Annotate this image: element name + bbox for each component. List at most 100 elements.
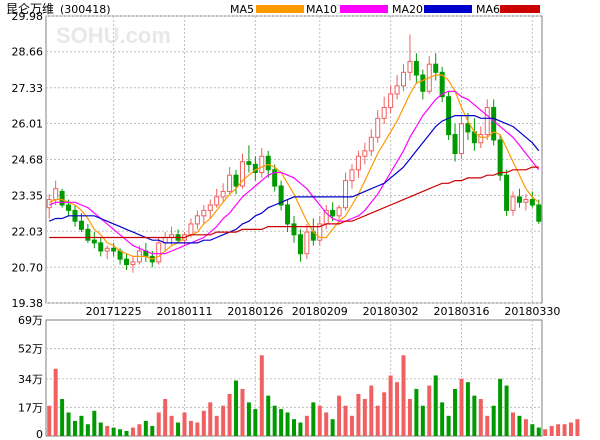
volume-bar-down	[504, 385, 509, 436]
candle-down	[291, 223, 297, 236]
candle-up	[239, 161, 245, 187]
volume-bar-up	[214, 415, 219, 436]
volume-bar-up	[304, 415, 309, 436]
volume-bar-down	[92, 410, 97, 436]
ma20-line	[48, 114, 540, 244]
volume-bar-up	[208, 402, 213, 436]
candle-up	[368, 136, 374, 152]
stock-code: (300418)	[60, 3, 111, 16]
volume-bar-up	[227, 393, 232, 436]
date-tick-label: 20180111	[156, 305, 212, 318]
volume-bar-up	[317, 405, 322, 436]
candle-down	[91, 239, 97, 244]
volume-bar-down	[279, 409, 284, 436]
candle-down	[330, 209, 336, 217]
volume-tick-label: 17万	[18, 401, 43, 414]
candle-up	[343, 180, 349, 209]
volume-bar-down	[150, 425, 155, 436]
volume-bar-up	[53, 368, 58, 436]
ma60-line	[49, 166, 539, 239]
volume-bar-up	[562, 424, 567, 436]
date-tick-label: 20171225	[86, 305, 142, 318]
candle-down	[98, 242, 104, 252]
candle-up	[220, 190, 226, 198]
volume-bar-up	[369, 385, 374, 436]
volume-bar-up	[427, 385, 432, 436]
candle-down	[246, 161, 252, 165]
date-tick-label: 20180302	[363, 305, 419, 318]
volume-bar-up	[240, 388, 245, 436]
volume-bar-down	[79, 415, 84, 436]
volume-bar-down	[298, 422, 303, 436]
moving-average-lines	[48, 74, 540, 260]
volume-bar-down	[253, 409, 258, 436]
volume-bar-down	[292, 419, 296, 436]
stock-name: 昆仑万维	[6, 2, 54, 16]
volume-bar-up	[105, 425, 110, 436]
volume-bar-down	[98, 422, 103, 436]
candle-down	[420, 74, 426, 92]
candle-up	[375, 117, 381, 138]
date-tick-label: 20180330	[504, 305, 560, 318]
candle-up	[259, 155, 265, 173]
candle-up	[381, 107, 387, 119]
ma10-line	[48, 90, 540, 255]
volume-bar-down	[536, 427, 541, 436]
volume-bar-up	[575, 419, 580, 436]
volume-bar-up	[375, 405, 380, 436]
volume-bar-down	[234, 380, 239, 436]
candle-down	[433, 63, 439, 73]
date-tick-label: 20180126	[227, 305, 283, 318]
volume-bar-up	[543, 429, 548, 436]
candle-down	[117, 250, 123, 260]
volume-bar-up	[485, 415, 490, 436]
volume-bar-down	[433, 375, 438, 436]
volume-bar-up	[343, 405, 348, 436]
volume-bar-up	[195, 422, 200, 436]
volume-bar-up	[382, 392, 387, 436]
volume-bar-down	[60, 399, 65, 436]
volume-bar-up	[407, 399, 412, 436]
volume-bar-up	[201, 410, 206, 436]
candle-up	[478, 134, 484, 144]
volume-bar-up	[182, 412, 187, 436]
volume-bar-up	[401, 355, 406, 436]
candle-up	[317, 223, 323, 241]
volume-bar-up	[556, 424, 561, 436]
watermark-logo: SOHU.com	[56, 23, 171, 48]
candle-down	[439, 71, 445, 98]
volume-bar-up	[188, 420, 193, 436]
volume-bar-up	[337, 395, 342, 436]
price-tick-label: 27.33	[12, 82, 44, 95]
volume-bar-up	[356, 393, 361, 436]
candle-down	[491, 107, 497, 141]
date-tick-label: 20180316	[433, 305, 489, 318]
candle-up	[458, 123, 464, 155]
legend-ma60-swatch	[500, 5, 540, 13]
volume-tick-label: 0	[36, 428, 43, 440]
volume-bar-up	[478, 399, 483, 436]
volume-bar-down	[414, 388, 419, 436]
volume-bar-down	[453, 388, 458, 436]
candle-up	[349, 169, 355, 182]
volume-bar-up	[523, 419, 528, 436]
candle-up	[484, 107, 490, 136]
legend-ma10-swatch	[340, 5, 388, 13]
candle-up	[304, 231, 310, 255]
legend-ma10-label: MA10	[306, 3, 337, 16]
legend-ma5-label: MA5	[230, 3, 254, 16]
date-tick-label: 20180209	[292, 305, 348, 318]
volume-bar-down	[176, 422, 181, 436]
ma5-line	[48, 74, 540, 260]
date-axis: 20171225 20180111 20180126 20180209 20180302…	[86, 305, 561, 318]
legend-ma5-swatch	[256, 5, 304, 13]
candle-up	[194, 215, 200, 225]
volume-bar-down	[66, 412, 71, 436]
candle-up	[104, 247, 110, 252]
candle-up	[388, 93, 394, 109]
volume-bar-up	[511, 412, 516, 436]
volume-bar-up	[362, 399, 367, 436]
candle-up	[227, 174, 233, 192]
